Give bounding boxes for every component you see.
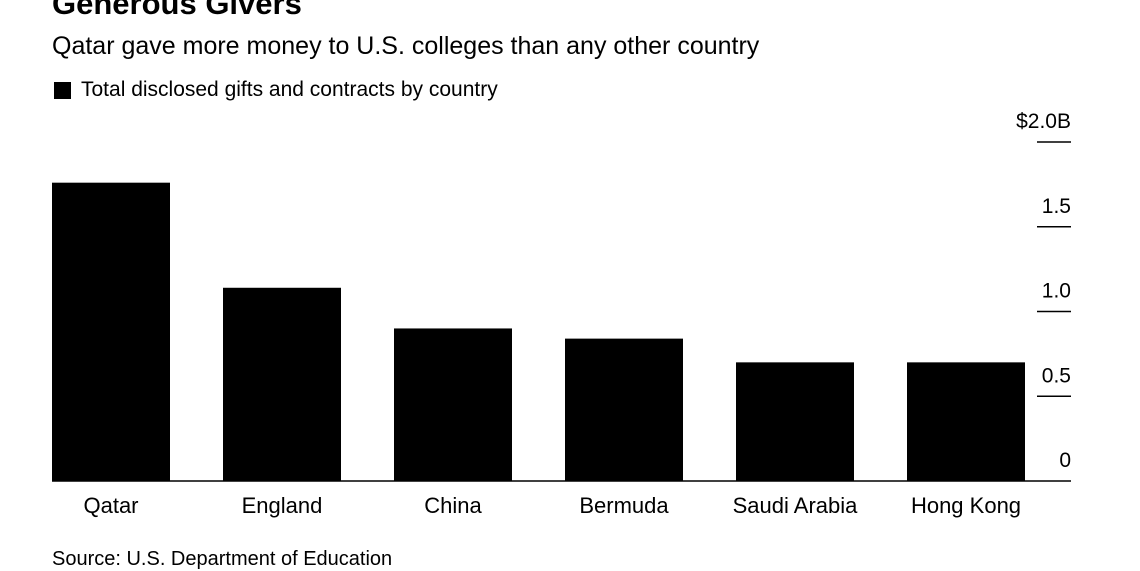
bar bbox=[565, 338, 683, 481]
legend-swatch bbox=[54, 81, 71, 99]
y-tick-label: $2.0B bbox=[1016, 110, 1071, 133]
legend-label: Total disclosed gifts and contracts by c… bbox=[81, 78, 498, 101]
x-tick-label: China bbox=[424, 493, 482, 518]
y-tick-label: 1.0 bbox=[1042, 280, 1071, 303]
x-tick-label: England bbox=[242, 493, 323, 518]
chart-subtitle: Qatar gave more money to U.S. colleges t… bbox=[52, 32, 760, 60]
bar bbox=[736, 362, 854, 481]
bar bbox=[907, 362, 1025, 481]
bar bbox=[394, 328, 512, 481]
bar bbox=[223, 287, 341, 481]
y-tick-label: 1.5 bbox=[1042, 195, 1071, 218]
legend: Total disclosed gifts and contracts by c… bbox=[54, 78, 498, 102]
x-tick-label: Bermuda bbox=[579, 493, 669, 518]
x-tick-label: Qatar bbox=[83, 493, 138, 518]
bar bbox=[52, 182, 170, 481]
x-tick-label: Hong Kong bbox=[911, 493, 1021, 518]
x-tick-label: Saudi Arabia bbox=[733, 493, 859, 518]
y-tick-label: 0 bbox=[1059, 449, 1071, 472]
y-tick-label: 0.5 bbox=[1042, 364, 1071, 387]
chart-title: Generous Givers bbox=[52, 0, 302, 21]
source-note: Source: U.S. Department of Education bbox=[52, 548, 393, 570]
